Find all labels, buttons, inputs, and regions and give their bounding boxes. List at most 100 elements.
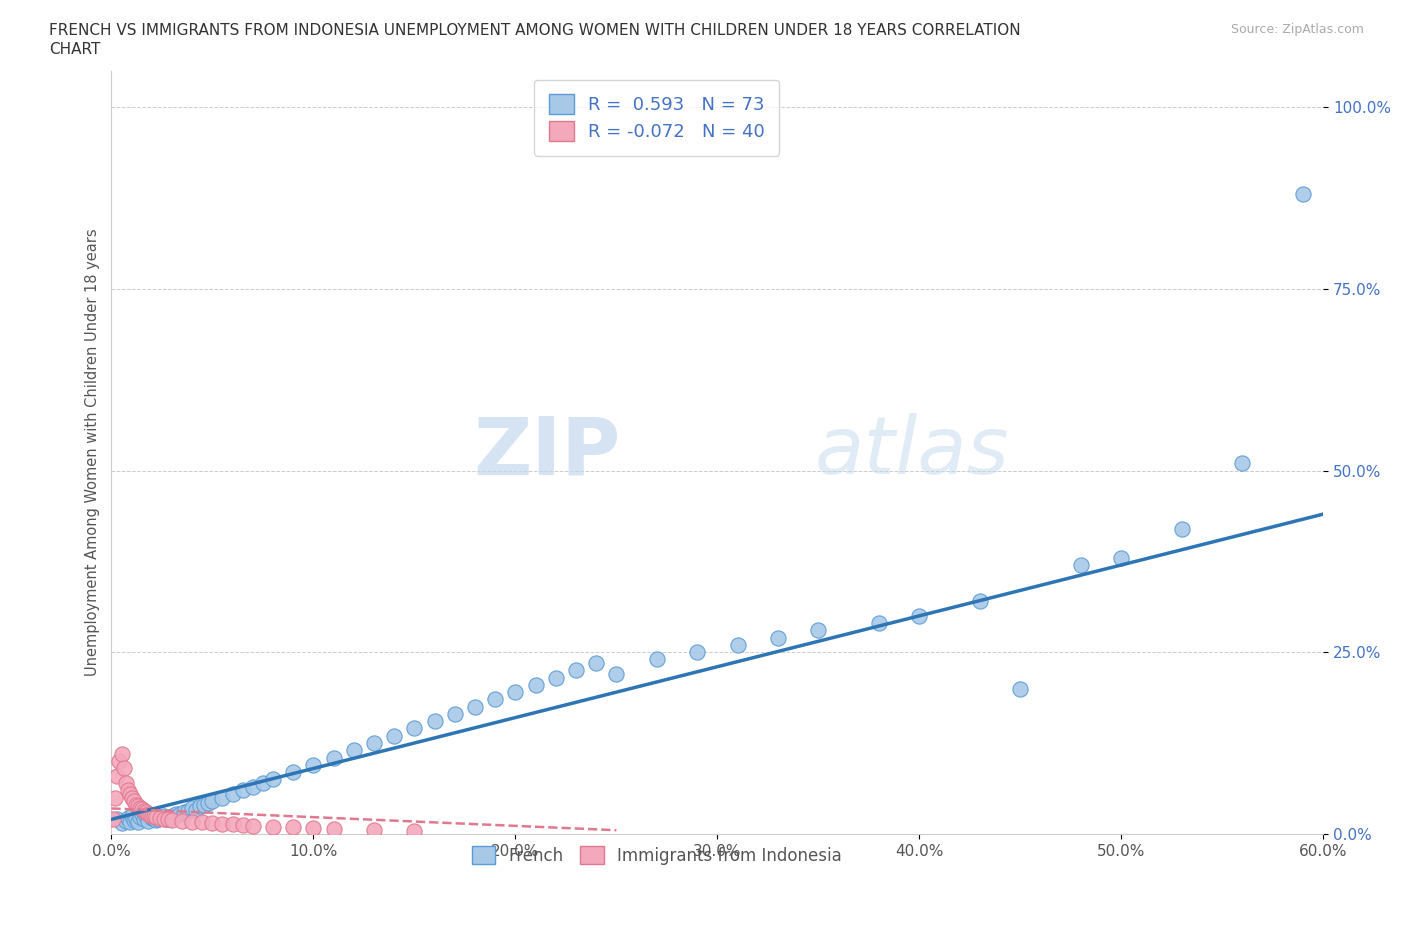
Point <box>149 810 172 825</box>
Point <box>107 768 129 783</box>
Point <box>156 812 179 827</box>
Point <box>132 804 155 818</box>
Point <box>283 820 305 835</box>
Point <box>1292 187 1315 202</box>
Point <box>727 637 749 652</box>
Point <box>443 707 465 722</box>
Point <box>156 812 179 827</box>
Point <box>141 808 163 823</box>
Point <box>124 797 146 812</box>
Point <box>201 793 224 808</box>
Point <box>807 623 830 638</box>
Point <box>118 787 141 802</box>
Point <box>181 814 204 829</box>
Point <box>127 799 149 814</box>
Point <box>605 667 627 682</box>
Point <box>107 812 129 827</box>
Point <box>302 820 325 835</box>
Point <box>197 796 219 811</box>
Point <box>565 663 588 678</box>
Point <box>173 804 195 819</box>
Point <box>505 684 527 699</box>
Point <box>464 699 486 714</box>
Y-axis label: Unemployment Among Women with Children Under 18 years: Unemployment Among Women with Children U… <box>86 229 100 676</box>
Text: Source: ZipAtlas.com: Source: ZipAtlas.com <box>1230 23 1364 36</box>
Text: FRENCH VS IMMIGRANTS FROM INDONESIA UNEMPLOYMENT AMONG WOMEN WITH CHILDREN UNDER: FRENCH VS IMMIGRANTS FROM INDONESIA UNEM… <box>49 23 1021 38</box>
Point <box>112 761 135 776</box>
Point <box>122 793 145 808</box>
Point <box>201 816 224 830</box>
Point <box>423 714 446 729</box>
Point <box>1111 551 1133 565</box>
Point <box>211 817 233 831</box>
Point <box>104 790 127 805</box>
Point <box>242 818 264 833</box>
Point <box>132 812 155 827</box>
Point <box>242 779 264 794</box>
Point <box>110 816 132 830</box>
Point <box>128 810 150 825</box>
Point <box>382 728 405 743</box>
Point <box>969 594 991 609</box>
Point <box>177 804 200 818</box>
Point <box>404 824 426 839</box>
Point <box>117 783 139 798</box>
Text: atlas: atlas <box>814 413 1010 491</box>
Point <box>131 806 153 821</box>
Point <box>1010 681 1032 696</box>
Point <box>186 803 208 817</box>
Point <box>153 811 176 826</box>
Point <box>585 656 607 671</box>
Point <box>188 799 211 814</box>
Point <box>145 813 167 828</box>
Point <box>283 764 305 779</box>
Point <box>172 814 194 829</box>
Point <box>145 810 167 825</box>
Point <box>302 757 325 772</box>
Point <box>363 736 385 751</box>
Point <box>544 671 567 685</box>
Point <box>122 813 145 828</box>
Point <box>142 812 165 827</box>
Point <box>193 797 215 812</box>
Point <box>159 810 181 825</box>
Point <box>135 809 157 824</box>
Point <box>404 721 426 736</box>
Legend: French, Immigrants from Indonesia: French, Immigrants from Indonesia <box>465 839 848 871</box>
Point <box>127 814 149 829</box>
Point <box>343 743 366 758</box>
Point <box>908 608 931 623</box>
Point <box>139 807 162 822</box>
Point <box>150 810 173 825</box>
Point <box>117 810 139 825</box>
Text: ZIP: ZIP <box>474 413 620 491</box>
Point <box>1232 456 1254 471</box>
Point <box>322 821 344 836</box>
Point <box>114 814 136 829</box>
Point <box>118 815 141 830</box>
Point <box>363 823 385 838</box>
Point <box>114 776 136 790</box>
Point <box>232 783 254 798</box>
Point <box>135 804 157 819</box>
Point <box>322 751 344 765</box>
Point <box>155 811 177 826</box>
Point <box>142 809 165 824</box>
Point <box>146 811 169 826</box>
Point <box>103 812 125 827</box>
Point <box>252 776 274 790</box>
Point <box>868 616 890 631</box>
Point <box>131 802 153 817</box>
Point <box>110 747 132 762</box>
Point <box>211 790 233 805</box>
Point <box>766 631 789 645</box>
Point <box>160 813 183 828</box>
Point <box>153 809 176 824</box>
Point <box>121 790 143 805</box>
Text: CHART: CHART <box>49 42 101 57</box>
Point <box>124 811 146 826</box>
Point <box>262 819 284 834</box>
Point <box>484 692 506 707</box>
Point <box>232 817 254 832</box>
Point <box>136 814 159 829</box>
